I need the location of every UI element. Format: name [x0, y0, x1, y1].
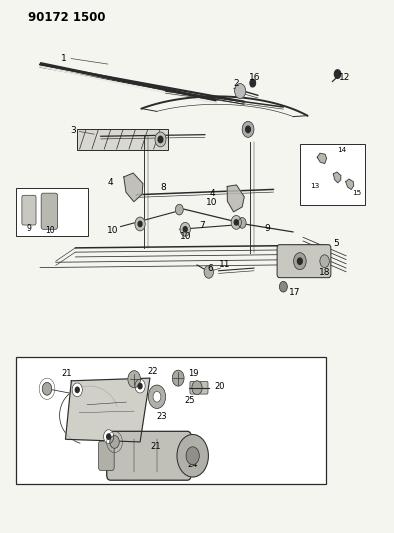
- FancyBboxPatch shape: [107, 431, 191, 480]
- Text: 12: 12: [338, 73, 350, 82]
- Text: 14: 14: [337, 147, 346, 152]
- Text: 19: 19: [188, 369, 198, 378]
- FancyBboxPatch shape: [41, 193, 58, 229]
- Circle shape: [177, 434, 208, 477]
- Polygon shape: [346, 179, 354, 189]
- Text: 20: 20: [214, 382, 225, 391]
- Circle shape: [107, 434, 111, 439]
- Text: 13: 13: [310, 183, 320, 189]
- Text: 5: 5: [333, 239, 339, 248]
- Circle shape: [279, 281, 287, 292]
- Circle shape: [175, 204, 183, 215]
- Text: 15: 15: [353, 190, 362, 196]
- Circle shape: [234, 220, 238, 225]
- Circle shape: [172, 370, 184, 386]
- Text: 3: 3: [71, 126, 76, 135]
- Polygon shape: [333, 172, 341, 183]
- Text: 10: 10: [180, 232, 191, 241]
- Text: 9: 9: [264, 224, 270, 233]
- Circle shape: [186, 447, 199, 465]
- Text: 9: 9: [26, 224, 32, 233]
- Text: 7: 7: [199, 221, 205, 230]
- Text: 2: 2: [234, 78, 239, 87]
- FancyBboxPatch shape: [98, 441, 114, 471]
- Text: 16: 16: [249, 73, 261, 82]
- Bar: [16, 188, 88, 236]
- Text: 1: 1: [61, 54, 66, 62]
- Text: 10: 10: [206, 198, 217, 207]
- Text: 4: 4: [210, 189, 216, 198]
- Text: 8: 8: [161, 183, 167, 192]
- Text: 21: 21: [61, 369, 72, 378]
- Bar: [16, 357, 326, 484]
- Circle shape: [153, 391, 161, 402]
- FancyBboxPatch shape: [190, 381, 208, 394]
- Circle shape: [297, 258, 302, 264]
- Polygon shape: [227, 185, 244, 212]
- Bar: [300, 144, 364, 205]
- Circle shape: [42, 382, 52, 395]
- Text: 25: 25: [184, 396, 194, 405]
- Circle shape: [72, 383, 82, 397]
- Text: 4: 4: [108, 178, 113, 187]
- Text: 10: 10: [107, 227, 118, 236]
- Bar: [77, 130, 167, 150]
- FancyBboxPatch shape: [277, 245, 331, 278]
- Circle shape: [192, 381, 202, 394]
- Circle shape: [235, 84, 246, 99]
- Polygon shape: [65, 378, 150, 442]
- Text: 18: 18: [319, 269, 330, 277]
- Circle shape: [158, 136, 163, 143]
- Text: 24: 24: [187, 460, 197, 469]
- Text: 23: 23: [156, 412, 167, 421]
- Circle shape: [128, 370, 141, 387]
- Circle shape: [110, 435, 119, 448]
- Polygon shape: [124, 173, 143, 201]
- FancyBboxPatch shape: [22, 195, 36, 225]
- Circle shape: [138, 221, 142, 227]
- Text: 21: 21: [151, 442, 161, 451]
- Text: 10: 10: [45, 226, 55, 235]
- Circle shape: [250, 79, 255, 87]
- Circle shape: [75, 387, 79, 392]
- Circle shape: [320, 255, 329, 268]
- Circle shape: [155, 132, 166, 147]
- Text: 90172 1500: 90172 1500: [28, 11, 106, 24]
- Circle shape: [138, 383, 142, 389]
- Text: 22: 22: [148, 367, 158, 376]
- Circle shape: [180, 222, 190, 236]
- Circle shape: [104, 430, 114, 443]
- Polygon shape: [317, 154, 327, 164]
- Circle shape: [294, 253, 306, 270]
- Circle shape: [135, 379, 145, 393]
- Text: 17: 17: [289, 287, 300, 296]
- Circle shape: [135, 217, 145, 231]
- Circle shape: [204, 265, 214, 278]
- Circle shape: [238, 217, 246, 228]
- Circle shape: [246, 126, 251, 133]
- Circle shape: [335, 70, 341, 78]
- Circle shape: [231, 215, 242, 229]
- Circle shape: [183, 227, 187, 232]
- Text: 6: 6: [208, 264, 214, 273]
- Circle shape: [242, 122, 254, 138]
- Text: 11: 11: [219, 261, 230, 269]
- Circle shape: [148, 385, 165, 408]
